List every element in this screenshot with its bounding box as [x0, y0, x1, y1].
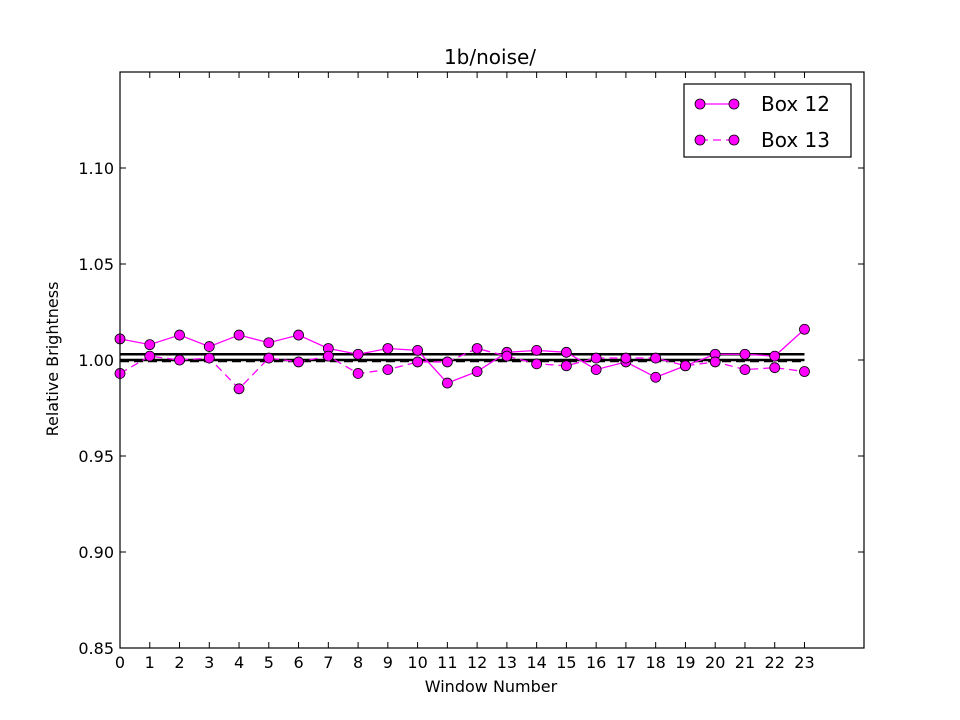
- series-0-point-22: [769, 350, 781, 362]
- x-tick-label: 2: [174, 653, 184, 672]
- y-tick-label: 0.85: [78, 639, 114, 658]
- chart-title: 1b/noise/: [444, 45, 536, 69]
- y-tick-label: 1.00: [78, 351, 114, 370]
- y-tick-label: 0.95: [78, 447, 114, 466]
- series-1-point-5: [263, 352, 275, 364]
- x-tick-label: 6: [293, 653, 303, 672]
- series-0-point-2: [174, 329, 185, 341]
- series-1-point-18: [650, 352, 662, 364]
- series-0-point-16: [590, 364, 602, 376]
- series-1-point-7: [322, 350, 334, 362]
- x-tick-label: 0: [115, 653, 125, 672]
- x-tick-label: 22: [765, 653, 785, 672]
- series-0-point-3: [203, 341, 215, 352]
- series-1-point-3: [203, 352, 215, 364]
- series-1-point-23: [799, 366, 810, 377]
- y-tick-label: 1.10: [78, 159, 114, 178]
- series-1-point-22: [769, 362, 781, 374]
- x-tick-label: 16: [586, 653, 606, 672]
- legend-entry-label: Box 12: [761, 92, 830, 116]
- series-1-point-1: [144, 350, 156, 362]
- x-tick-label: 13: [497, 653, 517, 672]
- series-0-point-18: [650, 371, 662, 383]
- x-tick-label: 19: [675, 653, 695, 672]
- series-0-point-15: [561, 346, 572, 358]
- x-tick-label: 7: [323, 653, 333, 672]
- y-tick-label: 1.05: [78, 255, 114, 274]
- series-0-point-23: [799, 323, 810, 335]
- series-0-point-5: [263, 337, 275, 349]
- series-1-point-12: [471, 343, 483, 354]
- x-tick-label: 8: [353, 653, 363, 672]
- series-0-point-10: [412, 344, 424, 356]
- y-tick-label: 0.90: [78, 543, 114, 562]
- series-1-point-16: [590, 352, 602, 364]
- series-1-point-2: [174, 354, 185, 366]
- legend-marker: [728, 98, 740, 110]
- series-1-point-21: [739, 364, 751, 376]
- legend-marker: [694, 98, 706, 110]
- x-tick-label: 18: [646, 653, 666, 672]
- series-0-point-6: [293, 329, 304, 341]
- series-1-point-6: [293, 356, 304, 368]
- legend-entry-label: Box 13: [761, 128, 830, 152]
- legend-marker: [728, 134, 740, 146]
- series-1-point-13: [501, 350, 513, 362]
- x-tick-label: 9: [383, 653, 393, 672]
- x-tick-label: 21: [735, 653, 755, 672]
- x-tick-label: 15: [556, 653, 576, 672]
- series-1-point-17: [620, 352, 632, 364]
- series-0-point-21: [739, 348, 751, 360]
- series-0-point-11: [441, 377, 453, 389]
- x-tick-label: 17: [616, 653, 636, 672]
- series-1-point-19: [680, 360, 691, 372]
- x-tick-label: 4: [234, 653, 244, 672]
- x-tick-label: 10: [407, 653, 427, 672]
- series-0-point-12: [471, 366, 483, 377]
- series-1-point-11: [441, 356, 453, 368]
- legend-marker: [694, 134, 706, 146]
- x-tick-label: 1: [145, 653, 155, 672]
- series-1-point-8: [352, 368, 364, 379]
- plot-area: 0 1 2 3 4 5 6 7 8 9 10 11 12 13 14 15 16 17 18 19 20 21 22 230.…: [78, 71, 865, 672]
- x-tick-label: 11: [437, 653, 457, 672]
- legend-box: [683, 83, 852, 158]
- x-tick-label: 20: [705, 653, 725, 672]
- series-0-point-4: [233, 329, 245, 341]
- x-tick-label: 14: [526, 653, 546, 672]
- series-1-point-15: [561, 360, 572, 372]
- series-1-point-20: [709, 356, 721, 368]
- series-1-point-9: [382, 364, 394, 376]
- y-axis-label: Relative Brightness: [43, 282, 62, 437]
- series-1-point-14: [531, 358, 543, 370]
- x-tick-label: 3: [204, 653, 214, 672]
- x-axis-label: Window Number: [425, 677, 558, 696]
- legend: Box 12 Box 13: [683, 83, 852, 158]
- series-0-point-9: [382, 343, 394, 354]
- x-tick-label: 23: [794, 653, 814, 672]
- series-1-point-10: [412, 356, 424, 368]
- series-1-point-4: [233, 383, 245, 395]
- series-0-point-8: [352, 348, 364, 360]
- series-0-point-1: [144, 339, 156, 351]
- series-0-point-14: [531, 344, 543, 356]
- x-tick-label: 5: [264, 653, 274, 672]
- x-tick-label: 12: [467, 653, 487, 672]
